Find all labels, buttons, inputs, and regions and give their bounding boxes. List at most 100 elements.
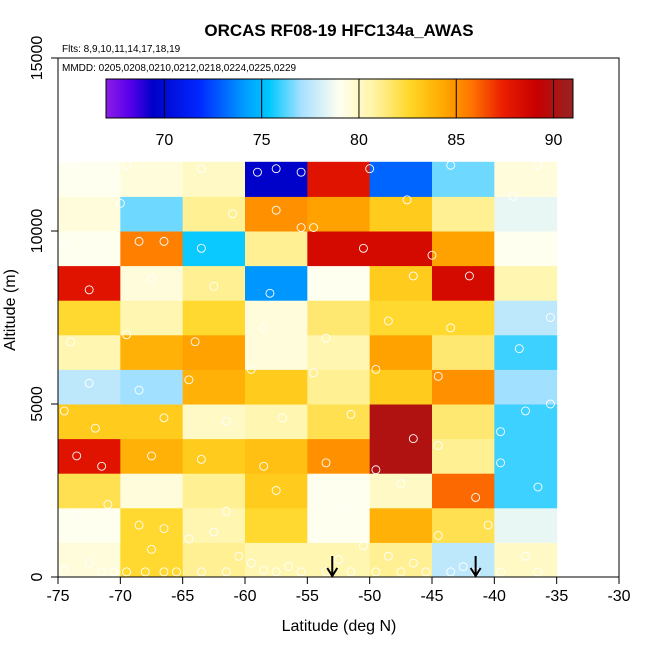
colorbar-tick-label: 80: [350, 132, 368, 149]
sample-point: [433, 441, 443, 450]
heatmap-cell: [245, 369, 308, 405]
sample-points: [59, 160, 555, 577]
sample-point: [265, 288, 275, 298]
colorbar-tick-label: 85: [447, 132, 465, 149]
sample-point: [209, 527, 219, 537]
y-tick-label: 15000: [29, 36, 46, 81]
sample-point: [471, 492, 481, 502]
plot-frame: [57, 57, 620, 578]
sample-point: [59, 406, 69, 416]
heatmap-cell: [369, 231, 433, 267]
heatmap-cell: [494, 404, 558, 440]
sample-point: [196, 164, 206, 174]
sample-point: [259, 565, 269, 575]
heatmap-cell: [432, 196, 495, 232]
heatmap-cell: [245, 507, 308, 543]
sample-point: [346, 567, 356, 577]
colorbar: 70 75 80 85 90: [105, 78, 574, 149]
sample-point: [458, 562, 468, 572]
heatmap-cell: [432, 404, 495, 440]
heatmap-cell: [494, 369, 558, 405]
sample-point: [427, 250, 437, 260]
sample-point: [408, 434, 418, 444]
sample-point: [496, 567, 506, 577]
heatmap-cell: [58, 507, 121, 543]
sample-point: [196, 454, 206, 464]
heatmap-cell: [494, 196, 558, 232]
heatmap-cell: [58, 231, 121, 267]
sample-point: [396, 567, 406, 577]
sample-point: [234, 551, 244, 561]
heatmap-cell: [369, 507, 433, 543]
heatmap-cell: [245, 300, 308, 336]
sample-point: [196, 243, 206, 253]
heatmap-cell: [432, 473, 495, 509]
heatmap-cell: [245, 334, 308, 370]
sample-point: [383, 316, 393, 326]
sample-point: [228, 209, 237, 219]
x-tick-label: -35: [545, 588, 568, 605]
heatmap-cell: [432, 334, 495, 370]
heatmap-cell: [245, 404, 308, 440]
heatmap-cell: [182, 231, 246, 267]
sample-point: [134, 520, 144, 530]
sample-point: [334, 274, 343, 284]
y-axis-label: Altitude (m): [2, 269, 19, 351]
heatmap-cell: [58, 196, 121, 232]
sample-point: [171, 567, 181, 577]
sample-point: [334, 499, 343, 509]
sample-point: [464, 271, 474, 281]
sample-point: [371, 465, 381, 475]
sample-point: [159, 567, 169, 577]
sample-point: [122, 160, 132, 170]
heatmap-cell: [307, 300, 371, 336]
y-tick-label: 5000: [29, 386, 46, 422]
x-tick-label: -75: [46, 588, 69, 605]
heatmap-cell: [369, 196, 433, 232]
heatmap-cell: [120, 334, 184, 370]
sample-point: [309, 223, 319, 232]
sample-point: [508, 191, 518, 201]
heatmap-cell: [120, 542, 184, 578]
heatmap-cell: [182, 369, 246, 405]
heatmap-cell: [369, 438, 433, 474]
colorbar-tick-label: 70: [155, 132, 173, 149]
sample-point: [533, 160, 543, 170]
sample-point: [446, 160, 456, 170]
heatmap-cell: [307, 161, 371, 197]
y-tick-label: 10000: [29, 209, 46, 254]
heatmap-cell: [120, 507, 184, 543]
sample-point: [496, 427, 506, 437]
heatmap-cell: [58, 300, 121, 336]
sample-point: [184, 375, 194, 385]
sample-point: [296, 223, 306, 232]
sample-point: [140, 567, 150, 577]
sample-point: [545, 399, 555, 409]
sample-point: [533, 482, 543, 492]
heatmap-cell: [182, 473, 246, 509]
heatmap-cell: [182, 507, 246, 543]
sample-point: [72, 510, 82, 520]
heatmap-cell: [307, 473, 371, 509]
heatmap-cell: [494, 265, 558, 301]
heatmap-cell: [58, 161, 121, 197]
heatmap-cell: [245, 161, 308, 197]
heatmap-cell: [182, 542, 246, 578]
x-tick-label: -45: [420, 588, 443, 605]
sample-point: [358, 243, 368, 253]
sample-point: [159, 524, 169, 534]
sample-point: [496, 458, 506, 468]
sample-point: [402, 195, 412, 205]
heatmap-cell: [369, 404, 433, 440]
sample-point: [358, 541, 368, 551]
heatmap-cell: [369, 369, 433, 405]
sample-point: [309, 531, 319, 540]
x-tick-label: -30: [607, 588, 630, 605]
x-tick-label: -55: [296, 588, 319, 605]
heatmap-cell: [120, 369, 184, 405]
sample-point: [371, 567, 381, 577]
sample-point: [271, 567, 281, 577]
sample-point: [346, 409, 356, 419]
sample-point: [246, 558, 256, 568]
